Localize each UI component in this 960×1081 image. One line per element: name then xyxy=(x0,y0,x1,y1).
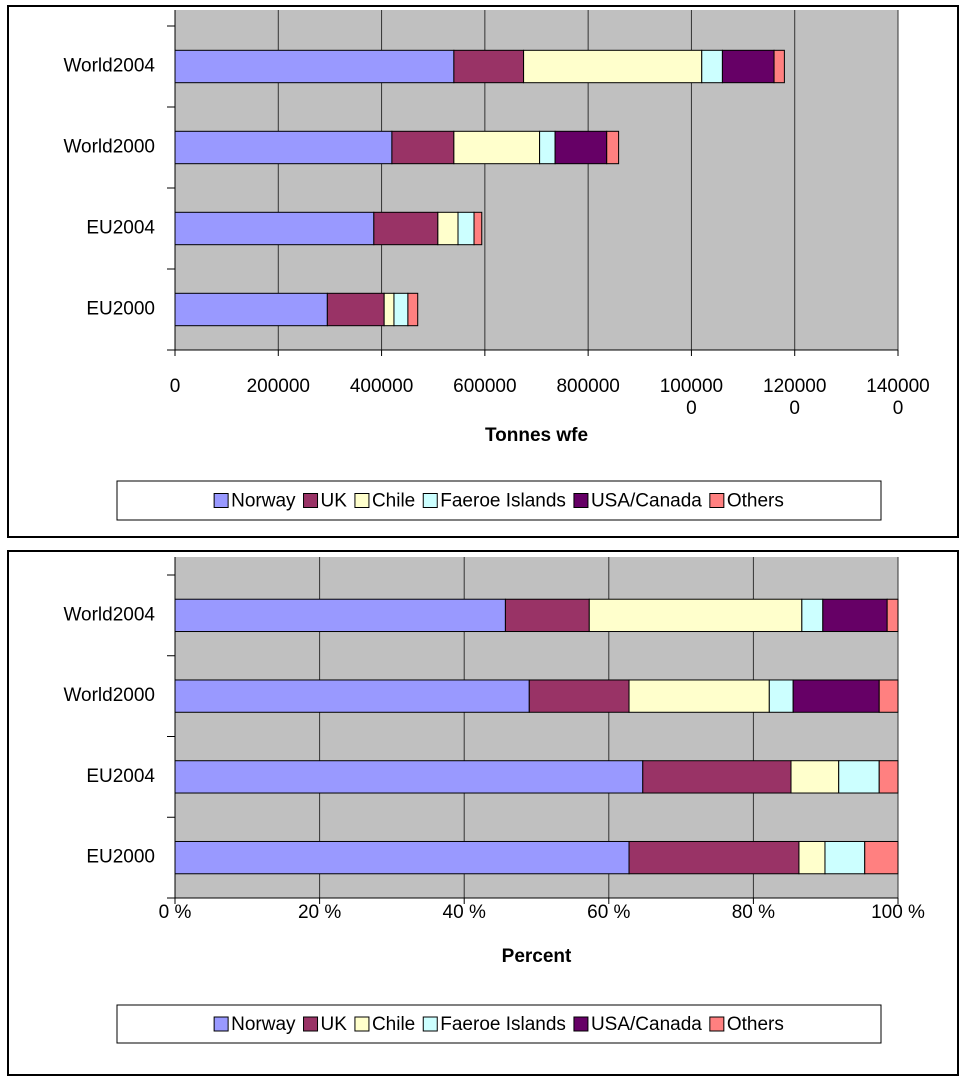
bar-segment xyxy=(504,598,590,633)
legend-swatch xyxy=(709,493,725,508)
legend-label: Norway xyxy=(231,1014,296,1035)
bar-segment xyxy=(174,49,455,84)
bar-segment xyxy=(822,598,888,633)
bar-segment xyxy=(457,211,475,246)
legend-swatch xyxy=(303,1016,319,1032)
bar-segment xyxy=(588,598,803,633)
bar-segment xyxy=(326,292,385,327)
bar-segment xyxy=(878,679,899,713)
legend-label: Others xyxy=(727,1014,784,1035)
bar-segment xyxy=(628,679,770,713)
legend-swatch xyxy=(709,1016,725,1032)
x-tick-label: 1200000 xyxy=(763,376,827,419)
x-tick-label: 20 % xyxy=(297,902,342,923)
legend-box xyxy=(116,1004,882,1044)
x-tick-label: 40 % xyxy=(442,902,486,923)
y-tick-label: World2000 xyxy=(63,137,155,158)
bar-segment xyxy=(790,760,840,794)
bar-segment xyxy=(473,211,483,246)
bar-segment xyxy=(886,598,899,633)
y-tick-label: World2000 xyxy=(63,685,155,706)
bar-segment xyxy=(528,679,630,713)
bar-segment xyxy=(798,840,826,875)
x-tick-label: 1000000 xyxy=(659,376,724,419)
legend-box xyxy=(116,480,882,521)
bar-segment xyxy=(174,760,644,794)
legend-swatch xyxy=(422,1016,438,1032)
bar-segment xyxy=(628,840,800,875)
bar-segment xyxy=(453,49,525,84)
bar-segment xyxy=(174,211,375,246)
y-tick-label: World2004 xyxy=(63,604,155,625)
bar-segment xyxy=(554,130,608,165)
x-tick-label: 80 % xyxy=(731,902,776,923)
bar-segment xyxy=(721,49,775,84)
legend-swatch xyxy=(213,493,229,508)
legend-label: Chile xyxy=(372,1014,415,1035)
x-tick-label: 0 % xyxy=(158,902,192,923)
bar-segment xyxy=(373,211,439,246)
bar-segment xyxy=(864,840,899,875)
bar-segment xyxy=(768,679,794,713)
bar-segment xyxy=(773,49,785,84)
bar-segment xyxy=(383,292,395,327)
legend-swatch xyxy=(422,493,438,508)
x-axis-label: Percent xyxy=(502,946,572,967)
bar-segment xyxy=(878,760,899,794)
legend-label: Faeroe Islands xyxy=(440,1014,566,1035)
x-tick-label: 60 % xyxy=(587,902,631,923)
bar-segment xyxy=(606,130,620,165)
legend-swatch xyxy=(354,1016,370,1032)
bar-segment xyxy=(174,292,328,327)
bar-segment xyxy=(393,292,409,327)
legend-swatch xyxy=(573,1016,589,1032)
legend-swatch xyxy=(303,493,319,508)
bar-segment xyxy=(453,130,541,165)
bar-segment xyxy=(824,840,866,875)
y-tick-label: EU2004 xyxy=(86,766,155,787)
bar-segment xyxy=(801,598,824,633)
legend-label: Others xyxy=(727,491,784,512)
legend-label: Chile xyxy=(372,491,415,512)
y-tick-label: EU2004 xyxy=(86,218,155,239)
bar-segment xyxy=(642,760,792,794)
bar-segment xyxy=(701,49,723,84)
bar-segment xyxy=(792,679,880,713)
x-tick-label: 800000 xyxy=(556,376,620,397)
y-tick-label: EU2000 xyxy=(86,847,155,868)
legend-label: USA/Canada xyxy=(591,1014,702,1035)
bar-segment xyxy=(407,292,419,327)
legend-label: USA/Canada xyxy=(591,491,702,512)
bar-segment xyxy=(174,679,530,713)
x-tick-label: 1400000 xyxy=(866,376,930,419)
x-tick-label: 200000 xyxy=(246,376,310,397)
bar-segment xyxy=(838,760,880,794)
bar-segment xyxy=(174,598,506,633)
legend-label: UK xyxy=(321,491,348,512)
legend-swatch xyxy=(354,493,370,508)
legend-swatch xyxy=(213,1016,229,1032)
bar-segment xyxy=(437,211,459,246)
legend-label: Faeroe Islands xyxy=(440,491,566,512)
x-tick-label: 0 xyxy=(169,376,181,397)
legend-swatch xyxy=(573,493,589,508)
bar-segment xyxy=(174,840,630,875)
x-axis-label: Tonnes wfe xyxy=(485,425,588,446)
legend-label: Norway xyxy=(231,491,296,512)
bar-segment xyxy=(174,130,393,165)
x-tick-label: 400000 xyxy=(349,376,414,397)
y-tick-label: World2004 xyxy=(63,56,155,77)
x-tick-label: 100 % xyxy=(871,902,925,923)
legend-label: UK xyxy=(321,1014,348,1035)
bar-segment xyxy=(523,49,703,84)
y-tick-label: EU2000 xyxy=(86,299,155,320)
bar-segment xyxy=(539,130,556,165)
bar-segment xyxy=(391,130,455,165)
x-tick-label: 600000 xyxy=(453,376,517,397)
